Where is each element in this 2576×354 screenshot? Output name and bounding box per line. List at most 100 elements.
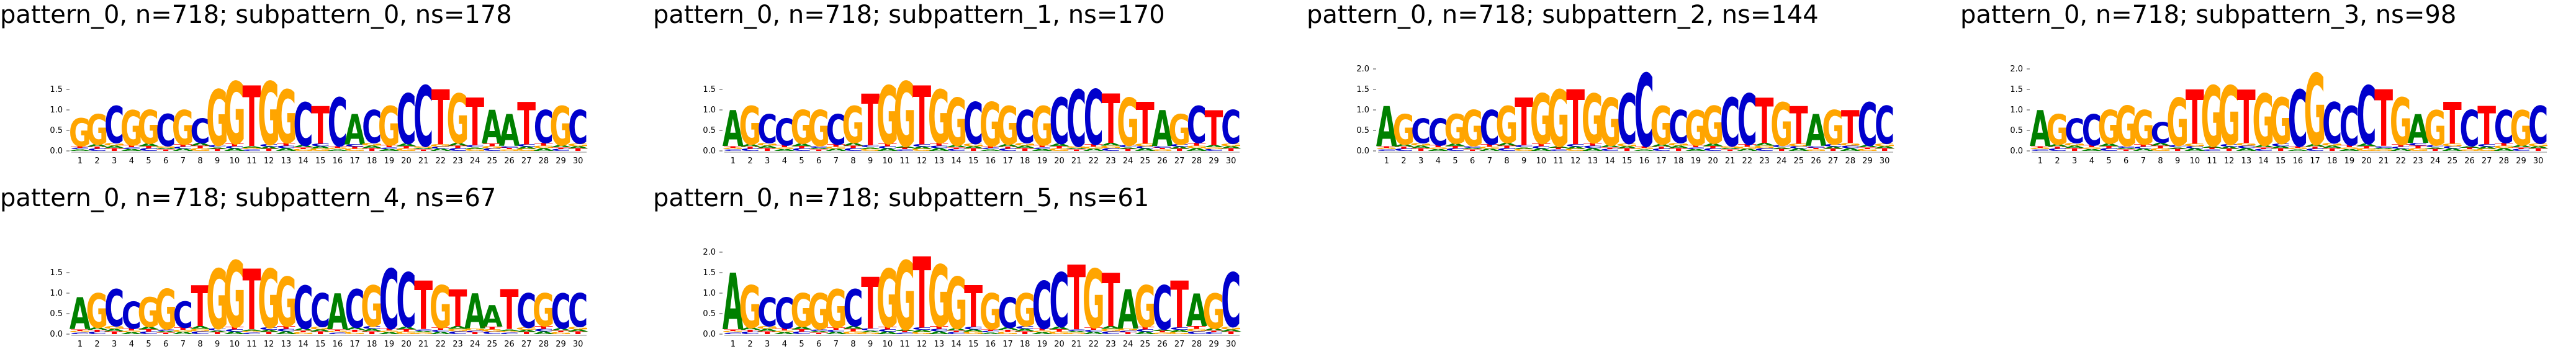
logo-letter: T	[380, 328, 399, 331]
logo-letter: C	[1377, 149, 1397, 152]
logo-letter: C	[1204, 332, 1223, 335]
logo-letter: C	[225, 145, 245, 149]
logo-letter: C	[259, 327, 279, 331]
logo-letter: C	[87, 148, 107, 152]
logo-letter: C	[775, 111, 795, 155]
x-tick-label: 16	[1639, 157, 1650, 166]
x-tick-label: 6	[163, 340, 168, 349]
logo-letter: A	[551, 328, 572, 331]
logo-letter: T	[1033, 328, 1052, 331]
logo-plot: 0.00.51.01.5CGTA1CTAG2TAGC3AGTC4CTAG5TAC…	[703, 64, 1242, 167]
logo-letter: C	[2425, 145, 2445, 148]
logo-letter: T	[431, 75, 450, 163]
x-tick-label: 2	[94, 340, 99, 349]
logo-letter: T	[1119, 332, 1138, 335]
logo-letter: C	[499, 332, 519, 335]
logo-plot: 0.00.51.01.52.0CGTA1CTAG2TAGC3AGTC4CTAG5…	[1356, 53, 1896, 170]
logo-letter: A	[1117, 147, 1138, 149]
logo-letter: C	[1583, 145, 1603, 149]
logo-letter: A	[190, 325, 212, 330]
logo-letter: G	[773, 147, 796, 149]
logo-letter: G	[1083, 146, 1105, 149]
logo-letter: C	[826, 107, 846, 155]
logo-letter: A	[70, 289, 91, 340]
logo-letter: T	[259, 331, 279, 335]
logo-letter: T	[844, 329, 863, 332]
logo-letter: T	[1824, 148, 1843, 152]
logo-letter: G	[189, 329, 212, 332]
logo-letter: G	[533, 145, 555, 149]
logo-letter: T	[1033, 145, 1052, 148]
logo-letter: T	[534, 142, 554, 147]
y-tick-label: 2.0	[1356, 65, 1369, 74]
logo-letter: G	[412, 332, 435, 335]
logo-letter: A	[551, 145, 572, 148]
logo-letter: G	[120, 100, 143, 157]
logo-letter: A	[2528, 145, 2549, 149]
logo-letter: C	[534, 102, 554, 154]
logo-letter: G	[1770, 90, 1793, 160]
logo-letter: C	[396, 80, 416, 160]
x-tick-label: 14	[951, 157, 961, 166]
x-tick-label: 19	[1691, 157, 1701, 166]
logo-letter: A	[1186, 147, 1208, 152]
logo-letter: G	[2407, 147, 2430, 152]
x-tick-label: 18	[1020, 157, 1030, 166]
x-tick-label: 12	[917, 340, 927, 349]
logo-letter: C	[1686, 147, 1706, 149]
logo-letter: G	[2115, 96, 2137, 160]
logo-letter: T	[1790, 96, 1808, 157]
logo-letter: C	[1101, 330, 1120, 335]
logo-letter: A	[894, 145, 916, 148]
logo-letter: T	[1721, 149, 1739, 152]
x-tick-label: 1	[78, 340, 83, 349]
logo-letter: A	[2218, 146, 2240, 149]
logo-letter: A	[946, 145, 967, 148]
logo-letter: G	[1633, 147, 1655, 150]
logo-letter: C	[1445, 148, 1465, 152]
logo-letter: G	[2269, 86, 2292, 159]
logo-letter: C	[568, 285, 588, 338]
x-tick-label: 30	[1226, 157, 1236, 166]
x-tick-label: 16	[333, 340, 343, 349]
logo-letter: A	[173, 331, 194, 335]
logo-letter: A	[327, 149, 348, 152]
logo-letter: G	[275, 263, 297, 342]
y-tick-label: 1.5	[703, 85, 716, 94]
logo-letter: G	[138, 102, 160, 155]
logo-letter: C	[482, 148, 502, 152]
x-tick-label: 15	[1622, 157, 1633, 166]
y-tick-label: 1.5	[1356, 85, 1369, 94]
logo-letter: A	[2167, 147, 2188, 149]
logo-letter: T	[1498, 145, 1517, 149]
logo-letter: G	[292, 332, 315, 335]
logo-letter: T	[2151, 145, 2171, 149]
logo-letter: C	[998, 290, 1017, 338]
x-tick-label: 2	[1401, 157, 1406, 166]
x-tick-label: 23	[453, 157, 463, 166]
logo-letter: T	[259, 148, 279, 152]
x-tick-label: 18	[1673, 157, 1684, 166]
logo-letter: C	[2271, 143, 2290, 147]
logo-letter: A	[826, 331, 847, 335]
logo-letter: C	[843, 147, 863, 152]
logo-letter: A	[430, 331, 451, 335]
logo-letter: A	[1462, 147, 1483, 150]
logo-letter: G	[1186, 329, 1208, 332]
logo-letter: G	[2493, 145, 2515, 149]
logo-letter: G	[928, 75, 950, 160]
logo-letter: A	[1428, 148, 1449, 152]
x-tick-label: 25	[1140, 340, 1151, 349]
logo-letter: G	[1547, 75, 1570, 165]
logo-letter: A	[379, 148, 400, 152]
x-tick-label: 24	[470, 340, 480, 349]
x-tick-label: 14	[1605, 157, 1615, 166]
x-tick-label: 10	[230, 340, 240, 349]
logo-letter: G	[1873, 143, 1896, 147]
logo-letter: T	[71, 145, 89, 148]
logo-letter: T	[156, 332, 175, 335]
x-tick-label: 16	[986, 157, 996, 166]
x-tick-label: 9	[2175, 157, 2180, 166]
x-tick-label: 4	[129, 340, 134, 349]
logo-letter: T	[741, 329, 760, 332]
